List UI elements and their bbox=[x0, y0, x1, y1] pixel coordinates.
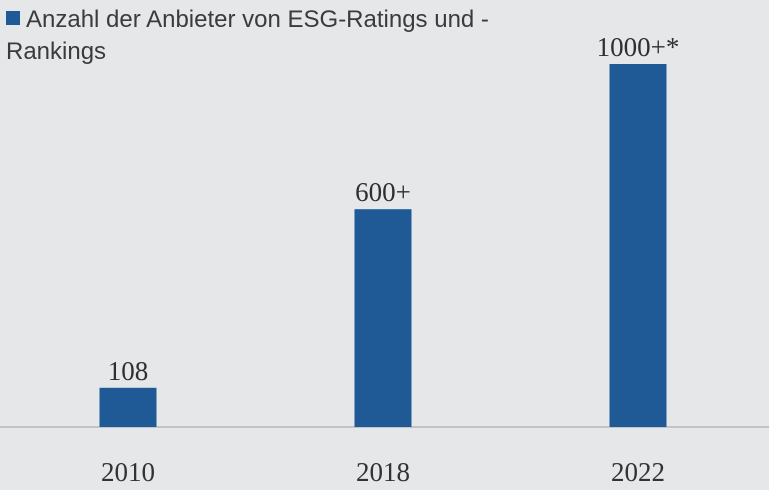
legend-swatch-icon bbox=[6, 11, 20, 25]
x-tick-label-2010: 2010 bbox=[101, 457, 155, 487]
legend: Anzahl der Anbieter von ESG-Ratings und … bbox=[6, 4, 546, 68]
bar-2010 bbox=[99, 387, 157, 427]
x-tick-label-2018: 2018 bbox=[356, 457, 410, 487]
data-label-2018: 600+ bbox=[355, 177, 411, 207]
data-label-2022: 1000+* bbox=[597, 32, 680, 62]
x-tick-label-2022: 2022 bbox=[611, 457, 665, 487]
legend-label: Anzahl der Anbieter von ESG-Ratings und … bbox=[6, 6, 489, 65]
bar-2022 bbox=[609, 64, 667, 427]
data-label-2010: 108 bbox=[108, 356, 149, 386]
bar-2018 bbox=[354, 209, 412, 427]
